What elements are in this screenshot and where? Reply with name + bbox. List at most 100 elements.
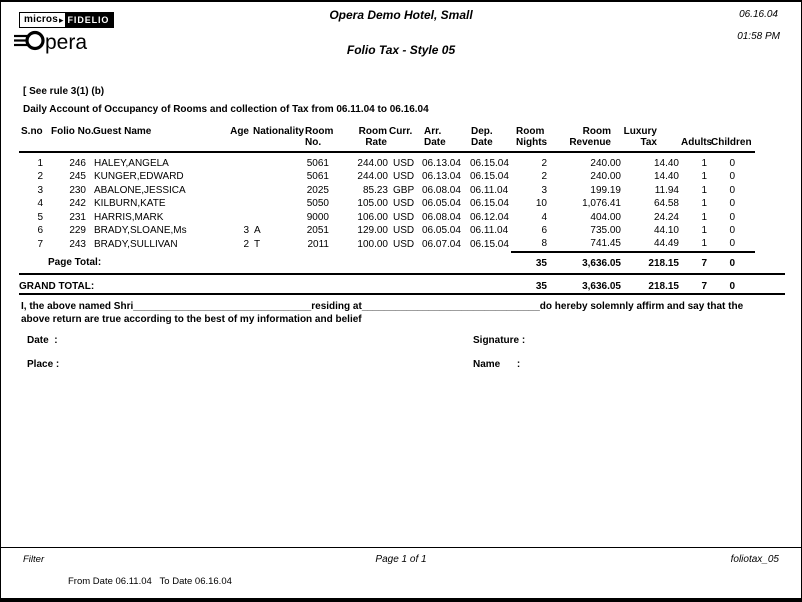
grand-total-adults: 7: [701, 281, 707, 293]
page-total-children: 0: [711, 250, 755, 271]
cell-sno: 1: [37, 158, 43, 169]
cell-arr-date: 06.05.04: [422, 198, 461, 210]
cell-arr-date: 06.07.04: [422, 238, 461, 250]
opera-logo-icon: pera: [14, 30, 87, 54]
cell-tax: 14.40: [653, 158, 679, 169]
cell-age: 3: [243, 225, 249, 237]
grand-total-bottom-rule: [19, 293, 785, 295]
cell-room-no: 5061: [306, 171, 329, 183]
cell-arr-date: 06.08.04: [422, 211, 461, 223]
cell-folio: 230: [69, 184, 86, 196]
hotel-name: Opera Demo Hotel, Small: [329, 8, 473, 22]
col-header-arr-date: Arr. Date: [421, 124, 468, 153]
table-row: 1 246 HALEY,ANGELA 5061 244.00 USD 06.13…: [19, 152, 755, 170]
cell-room-no: 5050: [306, 198, 329, 210]
cell-age: [225, 197, 251, 210]
opera-logo-text: pera: [45, 31, 87, 54]
cell-dep-date: 06.15.04: [470, 198, 509, 210]
cell-nationality: [251, 184, 303, 197]
name-label: Name :: [473, 359, 521, 370]
col-header-adults: Adults: [681, 124, 712, 153]
report-time: 01:58 PM: [737, 31, 780, 42]
page-total-spacer: [225, 252, 511, 270]
grand-total-top-rule: [19, 273, 785, 275]
footer-divider: [1, 547, 801, 548]
cell-guest: KUNGER,EDWARD: [94, 171, 184, 183]
cell-tax: 44.10: [653, 225, 679, 237]
cell-room-rate: 100.00: [357, 238, 388, 250]
page-total-label: Page Total:: [48, 257, 102, 269]
cell-guest: KILBURN,KATE: [94, 198, 166, 210]
cell-children: 0: [729, 211, 735, 223]
cell-nights: 8: [541, 238, 547, 250]
table-row: 7 243 BRADY,SULLIVAN 2 T 2011 100.00 USD…: [19, 237, 755, 251]
cell-currency: USD: [393, 171, 415, 183]
cell-room-rate: 129.00: [357, 225, 388, 237]
micros-fidelio-logo: micros ▸ FIDELIO: [19, 12, 115, 28]
place-label: Place :: [27, 359, 60, 370]
col-header-room-no: Room No.: [303, 124, 343, 153]
cell-sno: 5: [37, 211, 43, 223]
cell-nights: 10: [535, 198, 547, 210]
filter-details: From Date 06.11.04 To Date 06.16.04 ***T…: [68, 554, 232, 598]
cell-revenue: 404.00: [590, 211, 621, 223]
cell-room-no: 5061: [306, 158, 329, 169]
cell-age: [225, 184, 251, 197]
cell-folio: 231: [69, 211, 86, 223]
table-row: 5 231 HARRIS,MARK 9000 106.00 USD 06.08.…: [19, 211, 755, 224]
cell-room-rate: 106.00: [357, 211, 388, 223]
opera-logo: pera: [13, 28, 113, 63]
filter-date-range: From Date 06.11.04 To Date 06.16.04: [68, 576, 232, 587]
cell-revenue: 199.19: [590, 184, 621, 196]
cell-folio: 245: [69, 171, 86, 183]
page-number: Page 1 of 1: [375, 554, 427, 565]
cell-room-no: 2011: [307, 238, 329, 250]
cell-revenue: 735.00: [590, 225, 621, 237]
cell-room-no: 9000: [306, 211, 329, 223]
page-total-revenue: 3,636.05: [549, 250, 623, 271]
cell-tax: 11.94: [654, 184, 679, 196]
cell-age: 2: [243, 238, 249, 250]
signature-label: Signature :: [473, 335, 526, 346]
report-date: 06.16.04: [739, 9, 778, 20]
cell-children: 0: [729, 184, 735, 196]
cell-room-no: 2025: [306, 184, 329, 196]
table-row: 2 245 KUNGER,EDWARD 5061 244.00 USD 06.1…: [19, 170, 755, 183]
page-total-adults: 7: [681, 250, 711, 271]
cell-children: 0: [729, 238, 735, 250]
col-header-nationality: Nationality: [251, 124, 304, 153]
cell-currency: USD: [393, 211, 415, 223]
col-header-folio: Folio No.: [49, 124, 94, 153]
cell-folio: 229: [69, 225, 86, 237]
blank-line: ________________________________: [361, 301, 540, 312]
cell-room-rate: 244.00: [357, 158, 388, 169]
page-total-row: Page Total: 35 3,636.05 218.15 7 0: [19, 250, 755, 271]
account-description: Daily Account of Occupancy of Rooms and …: [23, 104, 429, 115]
cell-nationality: [251, 211, 303, 224]
grand-total-tax: 218.15: [648, 281, 679, 293]
cell-revenue: 240.00: [590, 158, 621, 169]
cell-nationality: T: [254, 238, 261, 250]
cell-dep-date: 06.15.04: [470, 238, 509, 250]
cell-nationality: [251, 197, 303, 210]
col-header-currency: Curr.: [389, 124, 421, 153]
grand-total-label: GRAND TOTAL:: [19, 281, 95, 293]
cell-currency: USD: [393, 198, 415, 210]
cell-age: [225, 170, 251, 183]
cell-age: [225, 211, 251, 224]
cell-folio: 242: [69, 198, 86, 210]
cell-tax: 44.49: [653, 238, 679, 250]
affirmation-segment: I, the above named Shri: [21, 301, 134, 312]
cell-arr-date: 06.08.04: [422, 184, 461, 196]
cell-adults: 1: [701, 158, 707, 169]
cell-currency: GBP: [393, 184, 415, 196]
grand-total-children: 0: [729, 281, 735, 293]
page-total-tax: 218.15: [623, 250, 681, 271]
cell-age: [225, 152, 251, 170]
col-header-age: Age: [225, 124, 251, 153]
cell-adults: 1: [701, 211, 707, 223]
cell-folio: 243: [69, 238, 86, 250]
cell-tax: 24.24: [653, 211, 679, 223]
cell-currency: USD: [393, 158, 415, 169]
cell-tax: 14.40: [653, 171, 679, 183]
